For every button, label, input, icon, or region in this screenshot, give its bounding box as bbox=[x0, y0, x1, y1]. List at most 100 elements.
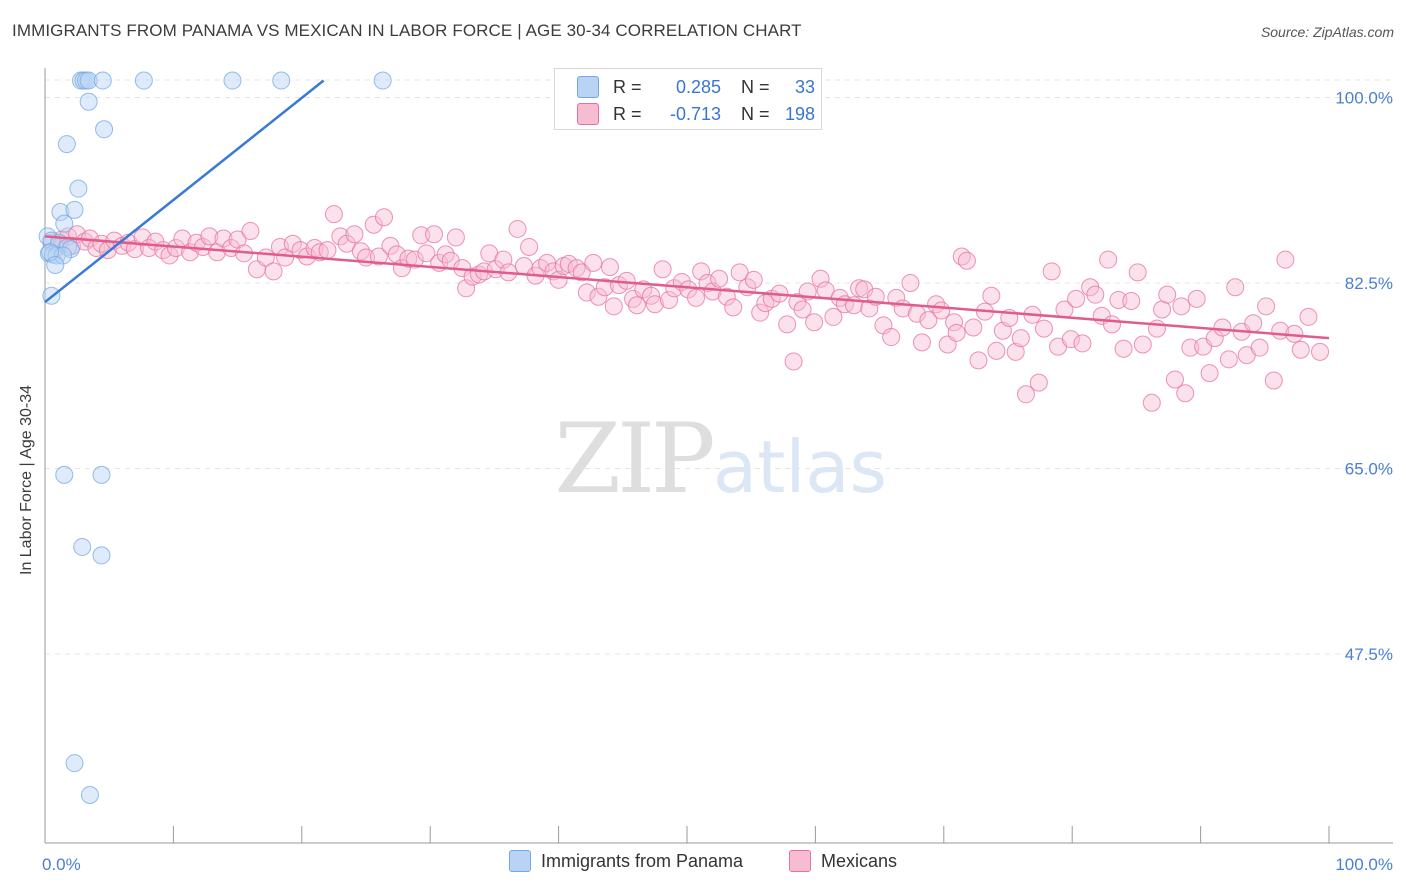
data-point bbox=[744, 270, 763, 289]
trend-line-panama bbox=[44, 79, 325, 304]
chart-title: IMMIGRANTS FROM PANAMA VS MEXICAN IN LAB… bbox=[12, 21, 802, 40]
series-panama bbox=[38, 71, 392, 804]
data-point bbox=[1244, 314, 1263, 333]
data-point bbox=[446, 228, 465, 247]
data-point bbox=[374, 208, 393, 227]
legend-swatch-pink bbox=[789, 850, 812, 872]
data-point bbox=[223, 71, 242, 90]
data-point bbox=[1226, 278, 1245, 297]
data-point bbox=[1147, 319, 1166, 338]
data-point bbox=[724, 298, 743, 317]
data-point bbox=[1042, 262, 1061, 281]
data-point bbox=[412, 226, 431, 245]
data-point bbox=[595, 278, 614, 297]
data-point bbox=[69, 179, 88, 198]
legend-swatch-blue bbox=[508, 850, 531, 872]
data-point bbox=[241, 222, 260, 241]
data-point bbox=[283, 234, 302, 253]
data-point bbox=[1165, 370, 1184, 389]
data-point bbox=[1219, 350, 1238, 369]
data-point bbox=[1142, 393, 1161, 412]
data-point bbox=[604, 297, 623, 316]
data-point bbox=[1264, 371, 1283, 390]
data-point bbox=[957, 251, 976, 270]
gridlines bbox=[45, 79, 1393, 655]
data-point bbox=[627, 296, 646, 315]
data-point bbox=[730, 263, 749, 282]
legend-r-value: 0.285 bbox=[675, 76, 721, 97]
legend-n-label: N = bbox=[741, 76, 770, 97]
data-point bbox=[264, 262, 283, 281]
data-point bbox=[55, 465, 74, 484]
data-point bbox=[1128, 263, 1147, 282]
data-point bbox=[1200, 364, 1219, 383]
data-point bbox=[1187, 289, 1206, 308]
data-point bbox=[1133, 335, 1152, 354]
data-point bbox=[405, 250, 424, 269]
legend-label-mexicans: Mexicans bbox=[821, 850, 898, 871]
data-point bbox=[200, 227, 219, 246]
data-point bbox=[901, 274, 920, 292]
data-point bbox=[751, 303, 770, 322]
legend-r-label: R = bbox=[613, 103, 642, 124]
x-tick-label-max: 100.0% bbox=[1335, 855, 1393, 874]
tick-labels: 100.0% 82.5% 65.0% 47.5% 0.0% 100.0% bbox=[42, 89, 1393, 875]
data-point bbox=[600, 258, 619, 277]
data-point bbox=[964, 318, 983, 337]
legend-r-value: -0.713 bbox=[669, 103, 721, 124]
data-point bbox=[1103, 315, 1122, 334]
source-label: Source: ZipAtlas.com bbox=[1260, 24, 1394, 40]
data-point bbox=[92, 465, 111, 484]
y-tick-label: 47.5% bbox=[1345, 645, 1393, 664]
data-point bbox=[73, 537, 92, 556]
data-point bbox=[1067, 289, 1086, 308]
data-point bbox=[653, 260, 672, 279]
data-point bbox=[324, 205, 343, 224]
legend-n-value: 33 bbox=[794, 76, 815, 97]
y-tick-label: 65.0% bbox=[1345, 460, 1393, 479]
data-point bbox=[134, 71, 153, 90]
data-point bbox=[331, 227, 350, 246]
data-point bbox=[642, 286, 661, 305]
data-point bbox=[1311, 342, 1330, 361]
data-point bbox=[824, 307, 843, 326]
data-point bbox=[337, 234, 356, 253]
data-point bbox=[1158, 285, 1177, 304]
zipatlas-watermark: ZIP atlas bbox=[554, 403, 887, 515]
legend-item-mexicans: Mexicans bbox=[789, 850, 897, 872]
data-point bbox=[65, 754, 84, 773]
data-point bbox=[46, 255, 65, 274]
data-point bbox=[692, 262, 711, 281]
data-point bbox=[508, 219, 527, 238]
data-point bbox=[1006, 342, 1025, 361]
data-point bbox=[318, 241, 337, 260]
legend-label-panama: Immigrants from Panama bbox=[540, 850, 744, 871]
legend-row-mexicans: R = -0.713 N = 198 bbox=[577, 103, 815, 125]
data-point bbox=[805, 313, 824, 332]
data-point bbox=[1011, 329, 1030, 348]
trend-lines bbox=[44, 79, 1330, 340]
data-point bbox=[457, 279, 476, 298]
data-point bbox=[345, 225, 364, 244]
data-point bbox=[698, 274, 717, 292]
y-tick-label: 82.5% bbox=[1345, 274, 1393, 293]
legend-row-panama: R = 0.285 N = 33 bbox=[577, 76, 815, 98]
data-point bbox=[95, 120, 114, 139]
data-point bbox=[1213, 318, 1232, 337]
data-point bbox=[919, 311, 938, 330]
data-point bbox=[584, 253, 603, 272]
y-tick-label: 100.0% bbox=[1335, 89, 1393, 108]
data-point bbox=[57, 135, 76, 154]
data-point bbox=[982, 286, 1001, 305]
data-point bbox=[784, 352, 803, 371]
data-point bbox=[793, 300, 812, 319]
data-point bbox=[399, 249, 418, 268]
data-point bbox=[387, 245, 406, 264]
trend-line-mexicans bbox=[44, 235, 1330, 340]
data-point bbox=[1276, 250, 1295, 269]
data-point bbox=[645, 295, 664, 314]
data-point bbox=[272, 71, 291, 90]
data-point bbox=[660, 290, 679, 309]
data-point bbox=[665, 279, 684, 298]
data-point bbox=[417, 244, 436, 263]
